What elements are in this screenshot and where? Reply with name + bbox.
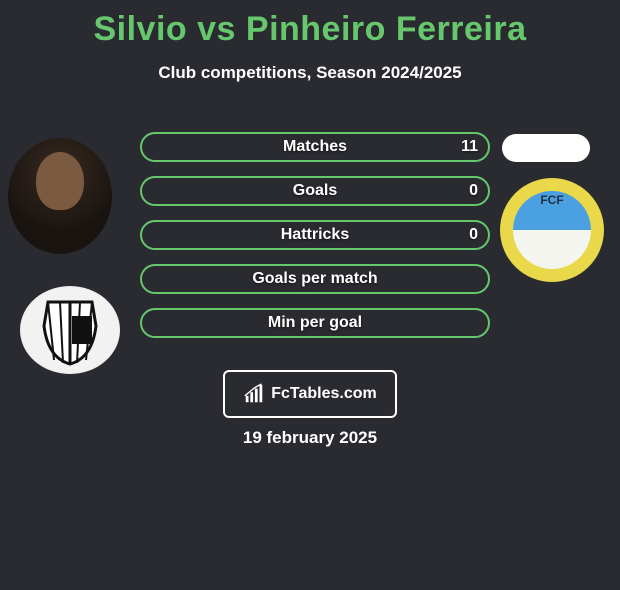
stat-bar-label: Goals per match <box>142 266 488 292</box>
stat-bar-goals: Goals 0 <box>140 176 490 206</box>
player-photo-right-placeholder <box>502 134 590 162</box>
date-text: 19 february 2025 <box>0 428 620 448</box>
page-title: Silvio vs Pinheiro Ferreira <box>0 10 620 49</box>
shield-stripes-icon <box>20 286 120 374</box>
stat-bar-label: Goals <box>142 178 488 204</box>
stat-bar-matches: Matches 11 <box>140 132 490 162</box>
stat-bar-value: 11 <box>461 134 478 160</box>
stat-bar-gpm: Goals per match <box>140 264 490 294</box>
stat-bars: Matches 11 Goals 0 Hattricks 0 Goals per… <box>140 132 490 352</box>
player-photo-left <box>8 138 112 254</box>
watermark-badge: FcTables.com <box>223 370 397 418</box>
subtitle: Club competitions, Season 2024/2025 <box>0 63 620 83</box>
stat-bar-hattricks: Hattricks 0 <box>140 220 490 250</box>
barchart-icon <box>243 383 265 405</box>
stat-bar-label: Hattricks <box>142 222 488 248</box>
stat-bar-mpg: Min per goal <box>140 308 490 338</box>
watermark-text: FcTables.com <box>271 385 377 403</box>
stat-bar-label: Matches <box>142 134 488 160</box>
club-badge-right: FCF <box>500 178 604 282</box>
club-badge-left <box>20 286 120 374</box>
club-right-text: FCF <box>540 193 563 207</box>
stat-bar-value: 0 <box>469 222 478 248</box>
stat-bar-value: 0 <box>469 178 478 204</box>
fcf-badge-icon: FCF <box>510 188 594 272</box>
stat-bar-label: Min per goal <box>142 310 488 336</box>
